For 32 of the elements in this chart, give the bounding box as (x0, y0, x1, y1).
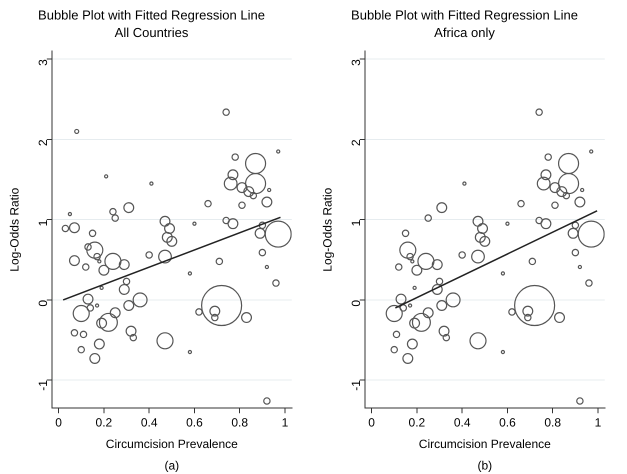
y-tick-label: -1 (349, 380, 364, 391)
y-tick-label: 2 (349, 139, 364, 146)
y-tick-label: 0 (349, 300, 364, 307)
y-tick-label: 3 (36, 58, 50, 66)
x-tick-label: 1 (282, 416, 289, 430)
x-axis-title: Circumcision Prevalence (418, 437, 552, 452)
y-tick-label: 0 (36, 300, 50, 307)
chart-title: Bubble Plot with Fitted Regression Line (38, 7, 265, 22)
x-tick-label: 0 (368, 416, 376, 430)
x-tick-label: 0.8 (544, 416, 562, 430)
x-tick-label: 1 (594, 416, 602, 430)
y-tick-label: 1 (36, 219, 50, 226)
x-tick-label: 0.4 (454, 416, 471, 430)
text: (a) (164, 458, 180, 472)
x-tick-label: 0.2 (408, 416, 426, 430)
y-axis-title: Log-Odds Ratio (8, 187, 22, 272)
x-tick-label: 0.6 (186, 416, 204, 430)
x-tick-label: 0 (55, 416, 62, 430)
x-axis-title: Circumcision Prevalence (106, 437, 238, 452)
y-tick-label: 3 (349, 58, 364, 66)
y-tick-label: 1 (349, 219, 364, 226)
x-tick-label: 0.6 (499, 416, 516, 430)
y-axis-title: Log-Odds Ratio (320, 187, 335, 272)
chart-subtitle: All Countries (114, 24, 189, 40)
x-tick-label: 0.4 (140, 416, 158, 430)
text: (b) (477, 458, 492, 472)
chart-title: Bubble Plot with Fitted Regression Line (351, 7, 578, 22)
chart-subtitle: Africa only (434, 24, 496, 40)
x-tick-label: 0.8 (231, 416, 248, 430)
y-tick-label: -1 (36, 380, 50, 391)
y-tick-label: 2 (36, 139, 50, 146)
x-tick-label: 0.2 (96, 416, 113, 430)
